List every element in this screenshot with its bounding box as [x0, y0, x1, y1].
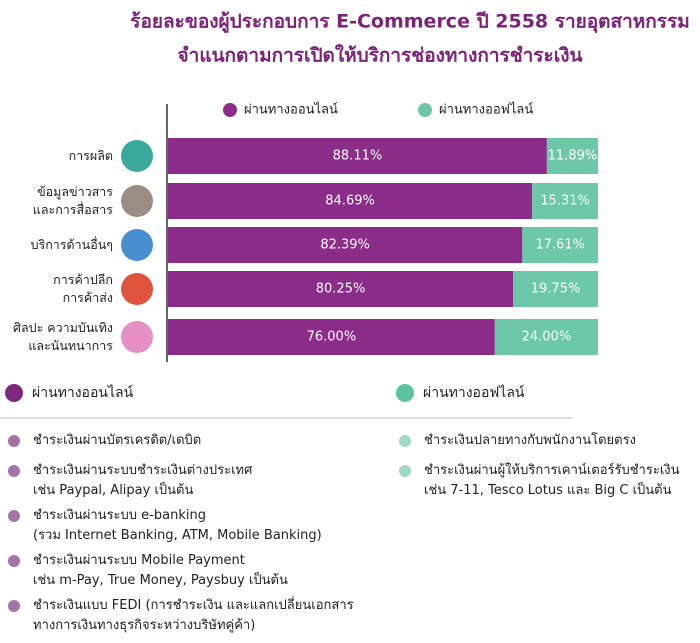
bar-segment	[494, 319, 598, 355]
chart-subtitle: จำแนกตามการเปิดให้บริการช่องทางการชำระเง…	[178, 44, 583, 67]
category-label: การผลิต	[68, 148, 113, 163]
value-label: 88.11%	[333, 149, 383, 164]
payment-item: ชำระเงินผ่านระบบ Mobile Payment เช่น m-P…	[33, 553, 288, 588]
chart-title: ร้อยละของผู้ประกอบการ E-Commerce ปี 2558…	[130, 11, 689, 34]
bar-segment	[168, 138, 547, 174]
payment-item: ชำระเงินผ่านบัตรเครดิต/เดบิต	[33, 433, 202, 448]
bar-segment	[522, 227, 598, 263]
value-label: 76.00%	[307, 330, 357, 345]
icon	[121, 229, 153, 261]
bar-segment	[532, 183, 598, 219]
bullet	[8, 435, 20, 447]
value-label: 84.69%	[325, 194, 375, 209]
category-label: บริการด้านอื่นๆ	[30, 237, 113, 252]
value-label: 24.00%	[522, 330, 572, 345]
section-heading: ผ่านทางออนไลน์	[32, 385, 134, 401]
bar-segment	[513, 271, 598, 307]
payment-item: ชำระเงินปลายทางกับพนักงานโดยตรง	[424, 433, 636, 448]
bullet	[8, 555, 20, 567]
icon	[121, 273, 153, 305]
icon	[121, 321, 153, 353]
payment-item: ชำระเงินผ่านระบบ e-banking (รวม Internet…	[33, 508, 322, 543]
category-label: ข้อมูลข่าวสาร และการสื่อสาร	[32, 184, 113, 217]
bar-segment	[546, 138, 598, 174]
bullet	[8, 510, 20, 522]
bullet	[399, 435, 411, 447]
legend-swatch	[418, 103, 432, 117]
payment-item: ชำระเงินผ่านระบบชำระเงินต่างประเทศ เช่น …	[33, 463, 253, 498]
section-heading: ผ่านทางออฟไลน์	[423, 385, 525, 401]
bar-segment	[168, 319, 495, 355]
bar-segment	[168, 271, 514, 307]
icon	[121, 140, 153, 172]
value-label: 15.31%	[540, 194, 590, 209]
payment-item: ชำระเงินผ่านผู้ให้บริการเคาน์เตอร์รับชำร…	[424, 463, 680, 498]
value-label: 82.39%	[320, 238, 370, 253]
legend-label: ผ่านทางออนไลน์	[244, 102, 338, 118]
legend-swatch	[5, 384, 23, 402]
category-label: ศิลปะ ความบันเทิง และนันทนาการ	[13, 320, 113, 353]
legend-swatch	[396, 384, 414, 402]
value-label: 19.75%	[531, 282, 581, 297]
legend-swatch	[223, 103, 237, 117]
category-label: การค้าปลีก การค้าส่ง	[53, 272, 113, 305]
legend-label: ผ่านทางออฟไลน์	[439, 102, 533, 118]
bullet	[8, 465, 20, 477]
value-label: 11.89%	[548, 149, 598, 164]
bullet	[8, 600, 20, 612]
value-label: 80.25%	[316, 282, 366, 297]
icon	[121, 185, 153, 217]
bullet	[399, 465, 411, 477]
bar-segment	[168, 227, 523, 263]
icons	[121, 140, 153, 353]
bar-segment	[168, 183, 533, 219]
value-label: 17.61%	[535, 238, 585, 253]
payment-item: ชำระเงินแบบ FEDI (การชำระเงิน และแลกเปลี…	[33, 598, 354, 633]
